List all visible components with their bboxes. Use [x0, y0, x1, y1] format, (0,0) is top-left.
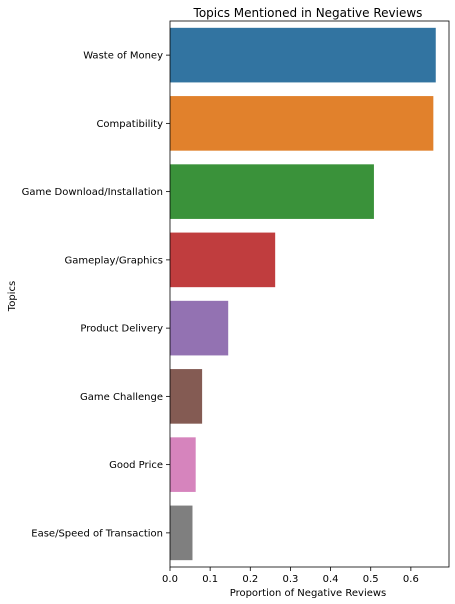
x-tick-label: 0.5: [363, 574, 379, 585]
bar-0: [170, 27, 436, 83]
bar-5: [170, 369, 203, 424]
x-axis-title: Proportion of Negative Reviews: [230, 588, 387, 599]
y-axis-title: Topics: [7, 281, 18, 312]
x-tick-label: 0.6: [403, 574, 419, 585]
category-label: Product Delivery: [80, 324, 163, 335]
bar-3: [170, 232, 276, 288]
bar-2: [170, 164, 374, 219]
x-tick-label: 0.3: [282, 574, 298, 585]
x-tick-label: 0.1: [202, 574, 218, 585]
category-label: Gameplay/Graphics: [65, 255, 163, 266]
bar-6: [170, 437, 196, 492]
bars-group: [170, 27, 436, 561]
chart-title: Topics Mentioned in Negative Reviews: [193, 6, 423, 20]
plot-frame: [169, 20, 450, 568]
category-labels: Waste of Money Compatibility Game Download…: [22, 51, 170, 539]
plot-border: [169, 20, 450, 568]
bar-7: [170, 505, 193, 561]
bar-1: [170, 96, 434, 151]
category-label: Waste of Money: [83, 51, 163, 62]
category-label: Game Download/Installation: [22, 187, 163, 198]
x-axis-ticks: 0.0 0.1 0.2 0.3 0.4 0.5 0.6: [162, 567, 419, 585]
x-tick-label: 0.0: [162, 574, 178, 585]
category-label: Good Price: [109, 460, 163, 471]
category-label: Game Challenge: [80, 392, 163, 403]
category-label: Compatibility: [96, 119, 163, 130]
x-tick-label: 0.2: [242, 574, 258, 585]
x-tick-label: 0.4: [323, 574, 339, 585]
category-label: Ease/Speed of Transaction: [31, 528, 163, 539]
bar-4: [170, 300, 229, 356]
